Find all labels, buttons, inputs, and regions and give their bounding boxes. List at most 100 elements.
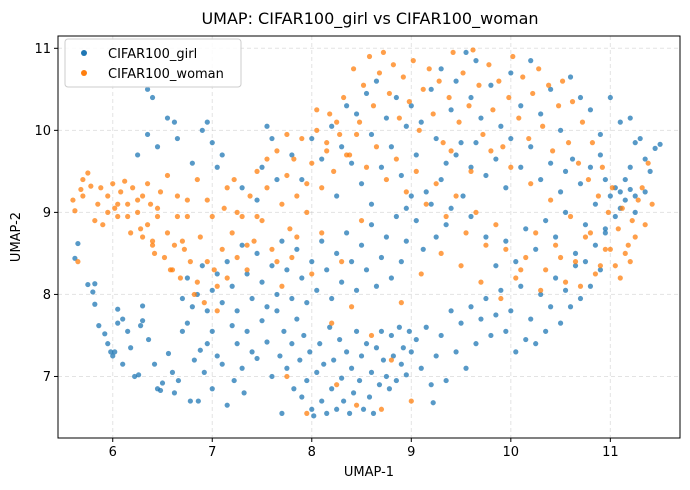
point-cifar100-woman xyxy=(632,234,638,240)
point-cifar100-girl xyxy=(393,213,399,220)
point-cifar100-woman xyxy=(416,127,422,133)
point-cifar100-woman xyxy=(128,230,134,236)
point-cifar100-woman xyxy=(413,168,419,174)
point-cifar100-woman xyxy=(393,156,399,162)
point-cifar100-woman xyxy=(438,250,444,257)
point-cifar100-woman xyxy=(154,205,161,211)
point-cifar100-woman xyxy=(319,185,325,191)
point-cifar100-girl xyxy=(383,115,390,121)
point-cifar100-girl xyxy=(299,176,305,183)
point-cifar100-girl xyxy=(219,361,225,367)
point-cifar100-girl xyxy=(543,328,549,334)
point-cifar100-girl xyxy=(169,369,176,375)
point-cifar100-woman xyxy=(587,230,594,236)
point-cifar100-girl xyxy=(562,168,569,174)
point-cifar100-girl xyxy=(493,312,499,318)
y-tick-label: 8 xyxy=(43,288,51,303)
point-cifar100-girl xyxy=(311,413,317,419)
point-cifar100-woman xyxy=(380,49,387,56)
point-cifar100-girl xyxy=(204,341,210,347)
point-cifar100-girl xyxy=(577,181,584,187)
point-cifar100-woman xyxy=(597,263,603,269)
point-cifar100-girl xyxy=(453,349,459,355)
point-cifar100-woman xyxy=(443,213,449,220)
point-cifar100-woman xyxy=(518,267,524,273)
point-cifar100-woman xyxy=(609,185,615,191)
x-tick-label: 6 xyxy=(109,445,117,460)
point-cifar100-woman xyxy=(550,148,556,154)
point-cifar100-girl xyxy=(234,341,240,347)
point-cifar100-girl xyxy=(144,86,151,92)
point-cifar100-girl xyxy=(85,281,91,288)
point-cifar100-woman xyxy=(572,259,579,265)
point-cifar100-woman xyxy=(309,271,315,277)
point-cifar100-girl xyxy=(154,144,161,150)
point-cifar100-girl xyxy=(548,160,554,166)
point-cifar100-woman xyxy=(181,246,187,252)
point-cifar100-girl xyxy=(317,341,323,347)
point-cifar100-girl xyxy=(473,140,479,146)
point-cifar100-woman xyxy=(125,201,131,207)
point-cifar100-girl xyxy=(408,103,414,109)
point-cifar100-girl xyxy=(229,283,235,289)
point-cifar100-girl xyxy=(348,365,355,371)
point-cifar100-girl xyxy=(157,387,164,394)
point-cifar100-girl xyxy=(334,250,340,257)
point-cifar100-girl xyxy=(642,189,648,195)
point-cifar100-girl xyxy=(562,287,569,293)
point-cifar100-woman xyxy=(453,193,459,199)
point-cifar100-girl xyxy=(557,127,564,133)
point-cifar100-girl xyxy=(383,234,390,240)
point-cifar100-woman xyxy=(211,267,217,273)
point-cifar100-girl xyxy=(473,341,479,347)
point-cifar100-girl xyxy=(138,323,144,329)
point-cifar100-girl xyxy=(319,156,325,162)
point-cifar100-girl xyxy=(503,328,509,334)
point-cifar100-girl xyxy=(259,279,265,285)
point-cifar100-girl xyxy=(378,328,385,334)
point-cifar100-girl xyxy=(360,406,367,412)
point-cifar100-girl xyxy=(128,345,134,351)
point-cifar100-woman xyxy=(78,186,84,193)
point-cifar100-girl xyxy=(329,295,335,302)
point-cifar100-girl xyxy=(314,369,320,375)
point-cifar100-woman xyxy=(430,111,436,117)
point-cifar100-woman xyxy=(294,193,300,199)
point-cifar100-girl xyxy=(438,66,444,72)
point-cifar100-girl xyxy=(120,361,126,367)
point-cifar100-woman xyxy=(304,209,310,215)
point-cifar100-woman xyxy=(450,49,456,56)
point-cifar100-woman xyxy=(605,209,611,215)
point-cifar100-woman xyxy=(72,208,78,214)
point-cifar100-girl xyxy=(413,217,419,224)
point-cifar100-girl xyxy=(244,328,250,334)
point-cifar100-girl xyxy=(498,123,504,129)
point-cifar100-girl xyxy=(468,164,474,170)
point-cifar100-woman xyxy=(291,156,297,162)
point-cifar100-woman xyxy=(486,62,492,68)
point-cifar100-girl xyxy=(125,328,131,334)
point-cifar100-girl xyxy=(393,94,399,101)
point-cifar100-girl xyxy=(508,308,514,314)
point-cifar100-girl xyxy=(443,377,449,384)
point-cifar100-woman xyxy=(390,62,396,68)
point-cifar100-girl xyxy=(398,361,404,367)
point-cifar100-woman xyxy=(456,119,462,125)
point-cifar100-woman xyxy=(602,246,608,252)
point-cifar100-woman xyxy=(197,234,203,240)
point-cifar100-girl xyxy=(299,275,305,281)
point-cifar100-girl xyxy=(344,103,350,109)
point-cifar100-woman xyxy=(470,47,476,53)
point-cifar100-girl xyxy=(159,380,166,386)
point-cifar100-girl xyxy=(523,336,529,343)
point-cifar100-girl xyxy=(528,316,534,322)
point-cifar100-girl xyxy=(115,306,121,312)
point-cifar100-woman xyxy=(348,304,355,310)
point-cifar100-woman xyxy=(370,103,377,109)
point-cifar100-girl xyxy=(433,353,439,359)
point-cifar100-woman xyxy=(174,213,181,220)
point-cifar100-girl xyxy=(274,176,280,183)
point-cifar100-woman xyxy=(533,230,539,236)
axis-ticks: 6 7 8 9 10 11 7 8 9 10 11 xyxy=(34,42,618,460)
